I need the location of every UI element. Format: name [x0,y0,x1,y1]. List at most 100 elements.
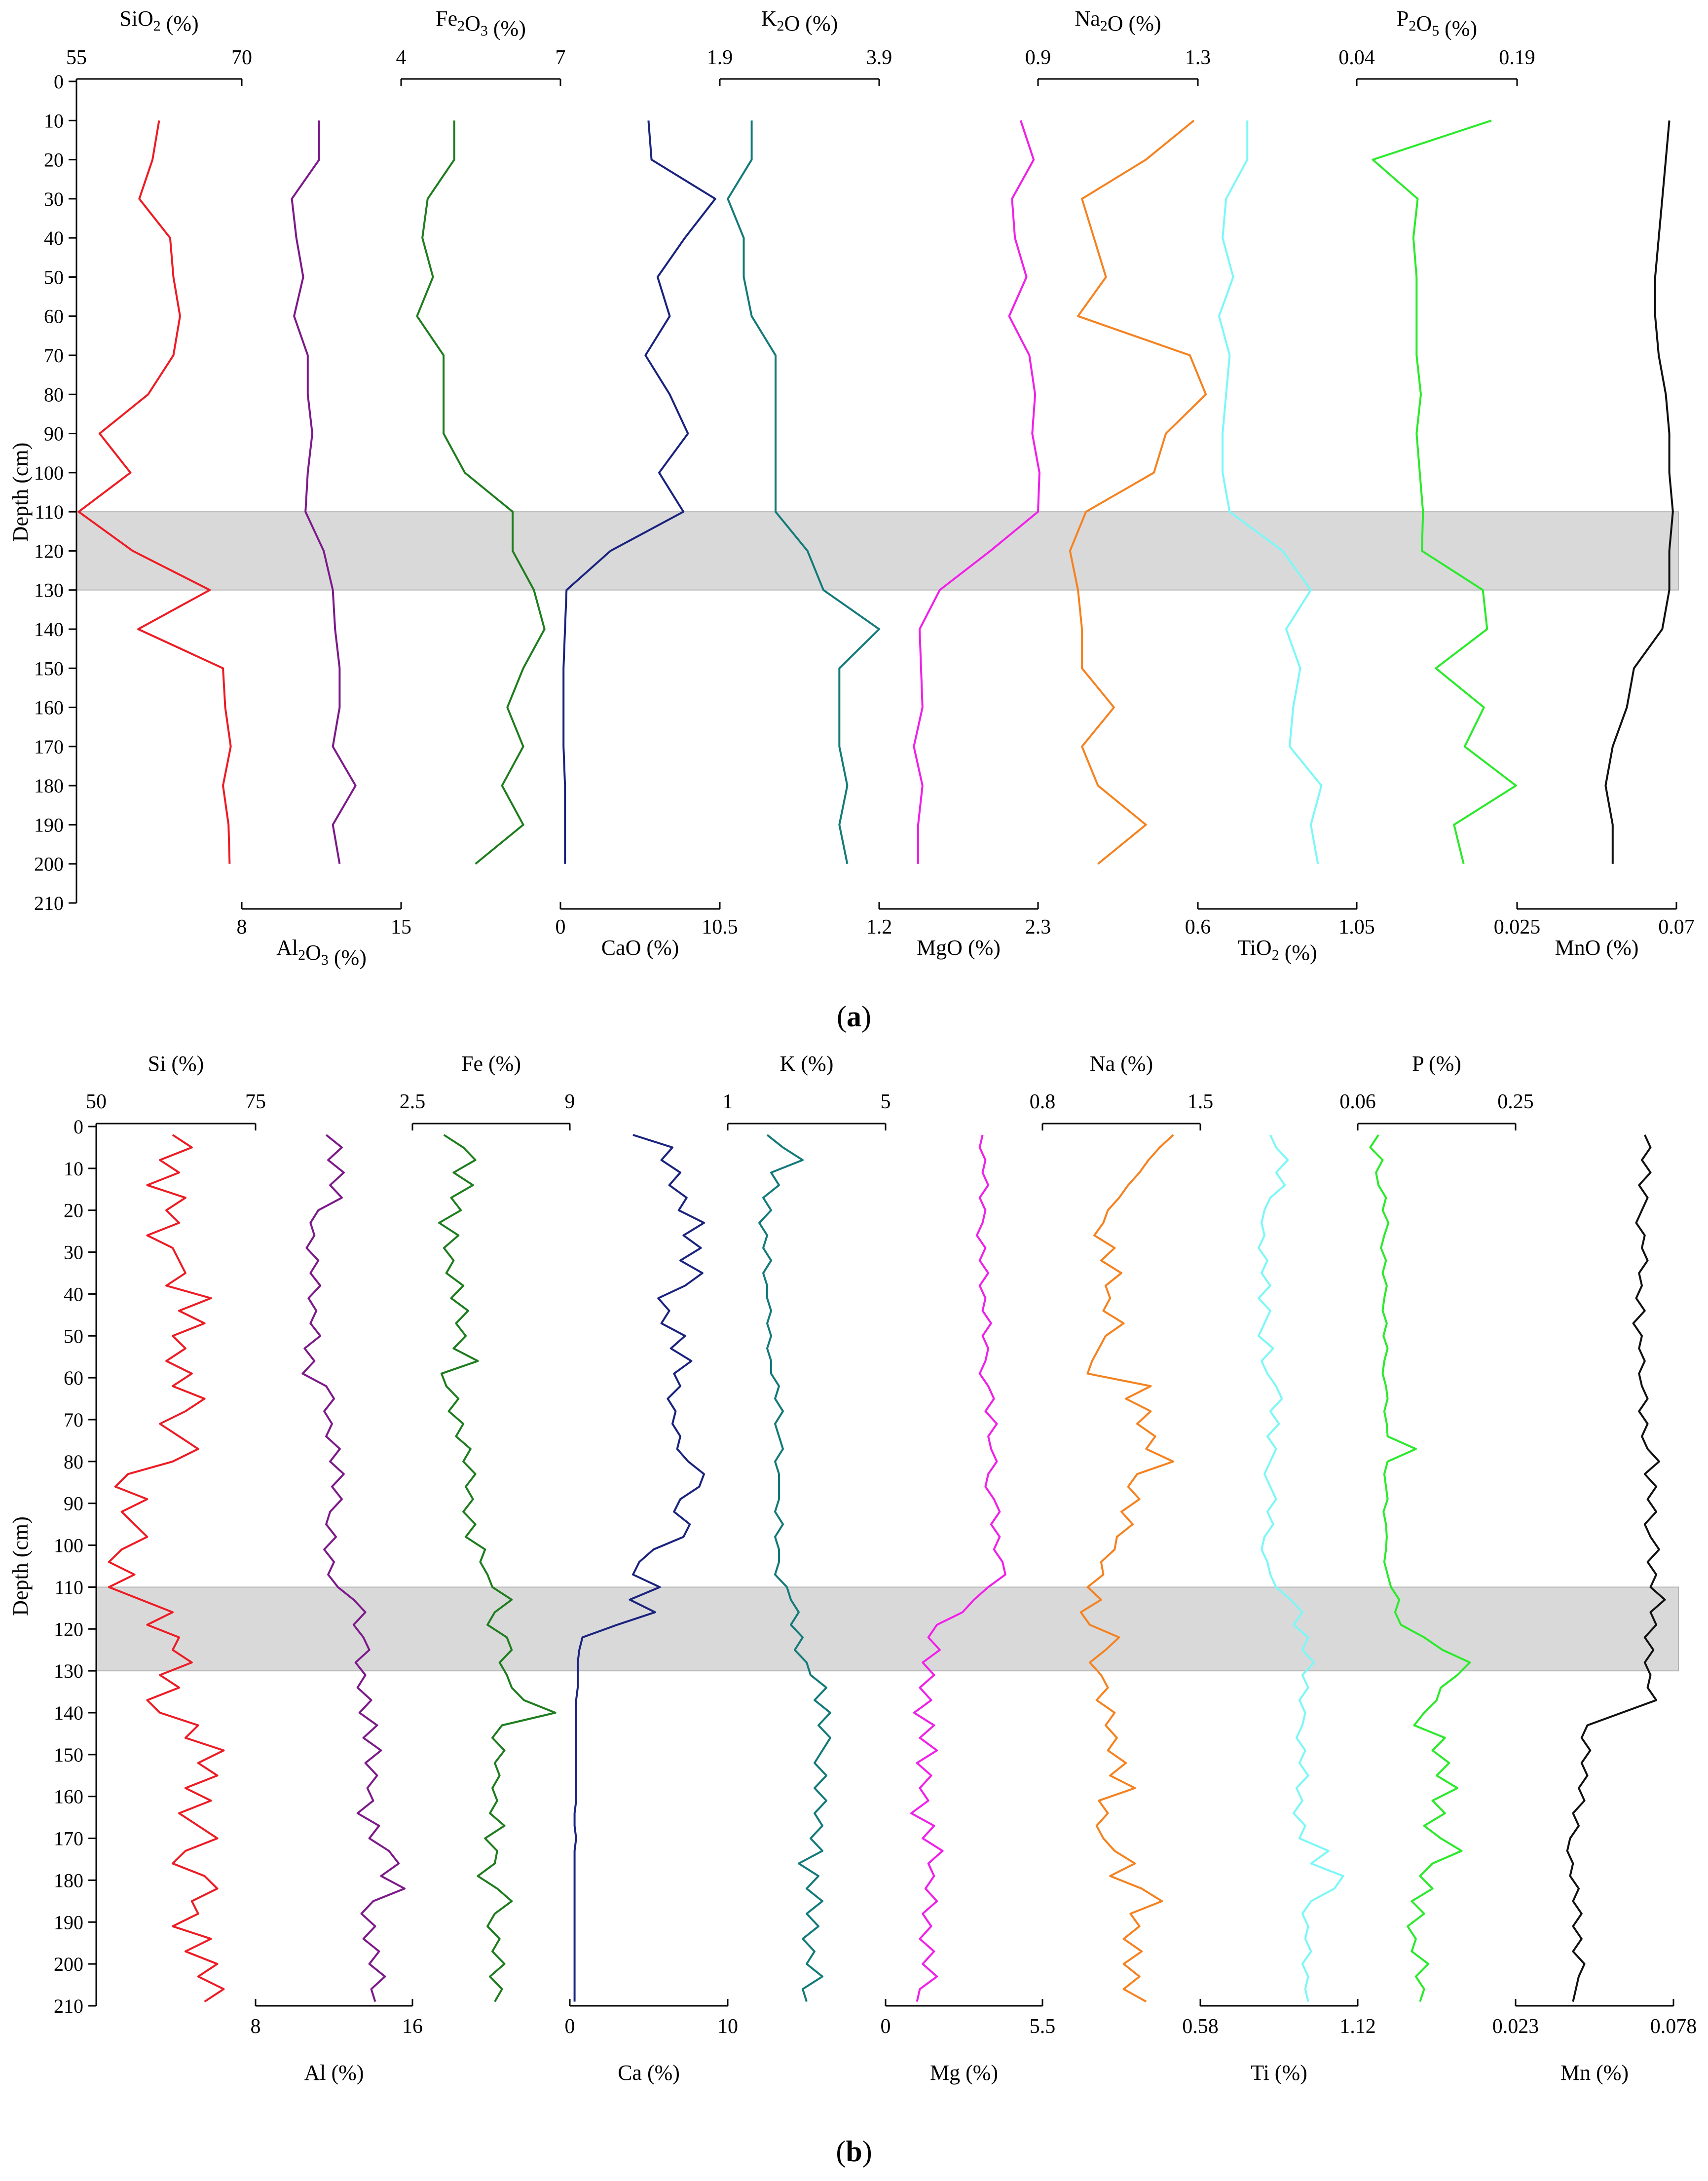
series-p: 0.06 0.25 P (%) [1339,1052,1534,2002]
axis-title-si: Si (%) [148,1052,204,1076]
highlight-band [96,1586,1679,1672]
axis-title-p2o5: P2O5 (%) [1397,6,1477,40]
axis-title-tio2: TiO2 (%) [1237,936,1317,965]
depth-tick-label: 0 [54,71,64,93]
series-mn: 0.023 0.078 Mn (%) [1492,1134,1697,2085]
scale-tick-label: 55 [66,46,87,69]
depth-tick-label: 70 [44,344,64,367]
scale-tick-label: 0.58 [1182,2015,1219,2038]
depth-axis: 0 10 20 30 40 50 60 70 80 90 100 110 120 130 140 150 160… [8,1116,97,2017]
profile-line-na2o [1069,119,1207,865]
depth-tick-label: 150 [54,1744,83,1766]
depth-tick-label: 130 [34,579,64,602]
profile-line-fe2o3 [416,120,546,865]
depth-tick-label: 30 [64,1241,83,1264]
depth-tick-label: 150 [34,657,64,679]
profile-line-mno [1604,120,1674,864]
depth-tick-label: 110 [54,1576,83,1598]
scale-tick-label: 2.3 [1025,916,1051,939]
scale-tick-label: 0.06 [1339,1090,1376,1113]
scale-tick-label: 10 [717,2015,738,2038]
depth-tick-label: 20 [64,1200,83,1222]
profile-line-al [301,1134,406,2002]
axis-title-k: K (%) [780,1052,834,1076]
depth-tick-label: 180 [34,775,64,797]
series-p2o5: 0.04 0.19 P2O5 (%) [1338,6,1535,865]
scale-tick-label: 8 [237,916,247,939]
scale-tick-label: 16 [402,2015,423,2038]
profile-line-si [108,1134,225,2003]
profile-line-p2o5 [1372,119,1517,865]
scale-tick-label: 0.078 [1650,2015,1697,2038]
profile-line-p [1369,1134,1471,2002]
scale-tick-label: 1.12 [1339,2015,1376,2038]
depth-tick-label: 80 [44,383,64,406]
profile-line-mgo [913,120,1040,864]
depth-tick-label: 210 [34,892,64,914]
scale-tick-label: 0.023 [1492,2015,1539,2038]
scale-tick-label: 0.025 [1494,916,1541,939]
scale-tick-label: 0.19 [1499,46,1535,69]
series-ca: 0 10 Ca (%) [565,1134,738,2085]
profile-line-k2o [727,120,880,865]
depth-tick-label: 90 [44,423,64,445]
series-k2o: 1.9 3.9 K2O (%) [707,6,892,865]
series-al: 8 16 Al (%) [251,1134,423,2085]
series-tio2: 0.6 1.05 TiO2 (%) [1185,120,1375,965]
scale-tick-label: 10.5 [702,916,738,939]
depth-tick-label: 180 [54,1869,83,1891]
panel-b: 0102030405060708090100110120130140150160… [8,1052,1697,2168]
series-fe2o3: 4 7 Fe2O3 (%) [396,6,566,865]
depth-tick-label: 30 [44,188,64,210]
axis-title-al2o3: Al2O3 (%) [276,936,367,970]
depth-tick-label: 140 [54,1702,83,1724]
axis-title-fe2o3: Fe2O3 (%) [436,6,526,40]
scale-tick-label: 15 [391,916,411,939]
axis-title-al: Al (%) [304,2061,364,2085]
depth-tick-label: 160 [34,697,64,719]
scale-tick-label: 5.5 [1030,2015,1056,2038]
profile-line-na [1079,1134,1175,2003]
series-sio2: 55 70 SiO2 (%) [66,6,252,864]
depth-tick-label: 20 [44,149,64,171]
axis-title-mno: MnO (%) [1555,936,1639,960]
axis-title-ti: Ti (%) [1251,2061,1307,2085]
series-cao: 0 10.5 CaO (%) [556,120,738,960]
depth-axis-title: Depth (cm) [8,443,33,542]
scale-tick-label: 1.9 [707,46,733,69]
depth-tick-label: 200 [54,1953,83,1975]
scale-tick-label: 1.5 [1188,1090,1214,1113]
depth-tick-label: 120 [54,1618,83,1640]
depth-tick-label: 60 [64,1367,83,1389]
series-na2o: 0.9 1.3 Na2O (%) [1025,6,1211,865]
depth-tick-label: 130 [54,1660,83,1682]
scale-tick-label: 9 [565,1090,575,1113]
scale-tick-label: 0 [881,2015,891,2038]
profile-line-sio2 [77,120,232,864]
series-ti: 0.58 1.12 Ti (%) [1182,1134,1376,2085]
scale-tick-label: 0 [565,2015,575,2038]
depth-tick-label: 10 [64,1158,83,1180]
scale-tick-label: 50 [86,1090,107,1113]
profile-line-ca [573,1134,705,2002]
profile-line-mg [910,1134,1006,2002]
depth-tick-label: 90 [64,1493,83,1515]
scale-tick-label: 1.2 [866,916,892,939]
depth-tick-label: 0 [74,1116,83,1138]
scale-tick-label: 0 [556,916,566,939]
scale-tick-label: 1.3 [1185,46,1211,69]
scale-tick-label: 0.9 [1025,46,1051,69]
depth-tick-label: 70 [64,1409,83,1431]
scale-tick-label: 3.9 [866,46,892,69]
profile-line-k [758,1134,831,2002]
series-mgo: 1.2 2.3 MgO (%) [866,120,1051,960]
axis-title-sio2: SiO2 (%) [119,6,198,36]
scale-tick-label: 0.6 [1185,916,1211,939]
scale-tick-label: 5 [881,1090,891,1113]
depth-tick-label: 140 [34,618,64,640]
profile-line-tio2 [1218,120,1323,865]
depth-tick-label: 60 [44,305,64,328]
series-si: 50 75 Si (%) [86,1052,266,2003]
